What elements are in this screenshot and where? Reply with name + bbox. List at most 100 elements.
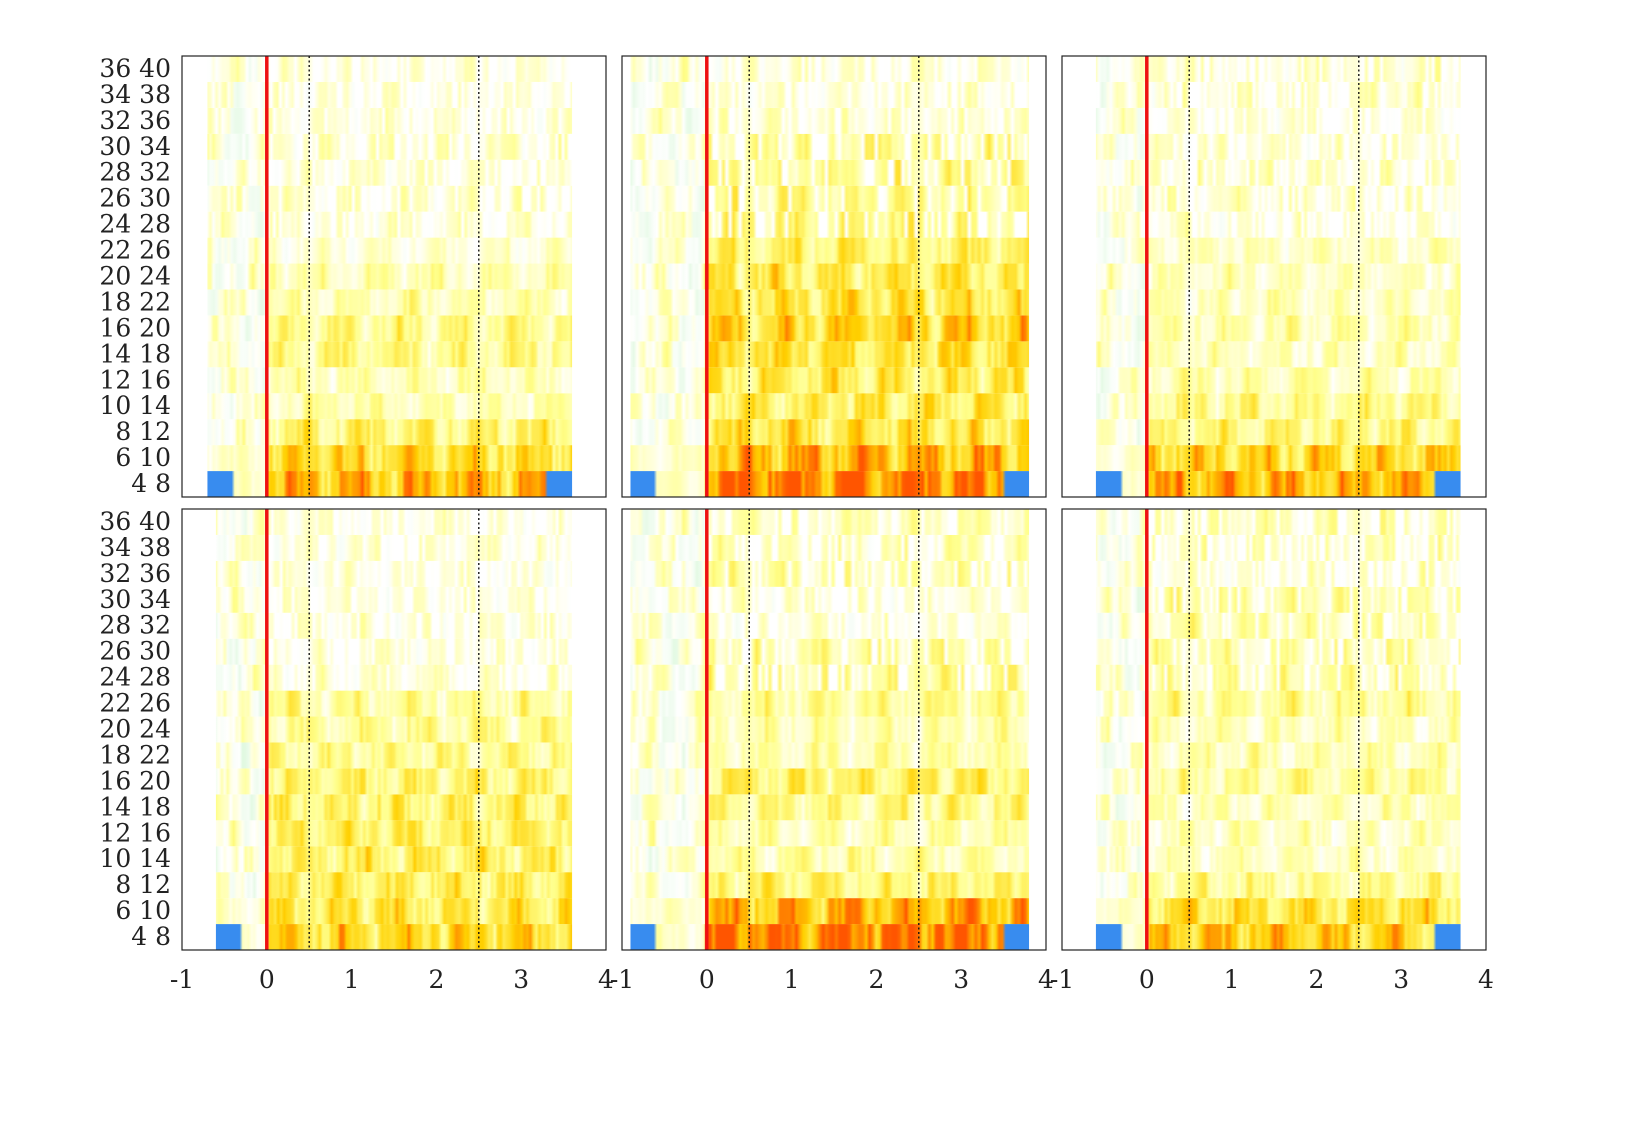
y-tick-label: 32 36 <box>99 559 171 588</box>
heatmap-band-8-12 <box>630 872 1030 899</box>
heatmap-band-8-12 <box>1095 419 1461 446</box>
heatmap-band-16-20 <box>1095 768 1461 795</box>
heatmap-band-30-34 <box>630 133 1030 160</box>
y-tick-label: 12 16 <box>99 818 171 847</box>
y-tick-label: 14 18 <box>99 339 171 368</box>
heatmap-band-28-32 <box>215 612 573 639</box>
heatmap-band-12-16 <box>215 820 573 847</box>
heatmap-band-16-20 <box>630 768 1030 795</box>
y-tick-label: 6 10 <box>115 896 171 925</box>
y-tick-label: 32 36 <box>99 106 171 135</box>
y-tick-label: 4 8 <box>131 469 171 498</box>
heatmap-band-36-40 <box>1095 56 1461 82</box>
heatmap-band-34-38 <box>215 534 573 561</box>
heatmap-band-6-10 <box>1095 898 1461 925</box>
heatmap-band-36-40 <box>207 56 573 82</box>
heatmap-band-10-14 <box>630 393 1030 420</box>
heatmap-band-36-40 <box>215 509 573 535</box>
heatmap-panel-2 <box>621 55 1047 498</box>
x-tick-label: 1 <box>344 965 360 994</box>
heatmap-band-6-10 <box>1095 445 1461 472</box>
heatmap-band-18-22 <box>207 289 573 316</box>
heatmap-band-6-10 <box>630 898 1030 925</box>
heatmap-band-26-30 <box>1095 638 1461 665</box>
x-tick-label: 4 <box>598 965 614 994</box>
heatmap-band-10-14 <box>630 846 1030 873</box>
y-tick-label: 18 22 <box>99 740 171 769</box>
x-tick-label: 2 <box>1308 965 1324 994</box>
heatmap-band-26-30 <box>207 185 573 212</box>
heatmap-band-24-28 <box>1095 664 1461 691</box>
x-tick-label: 2 <box>868 965 884 994</box>
y-tick-label: 36 40 <box>99 507 171 536</box>
x-tick-label: 2 <box>428 965 444 994</box>
heatmap-band-10-14 <box>1095 393 1461 420</box>
panel-frame <box>621 55 1047 498</box>
y-tick-label: 16 20 <box>99 766 171 795</box>
y-tick-label: 28 32 <box>99 611 171 640</box>
heatmap-band-14-18 <box>207 341 573 368</box>
heatmap-band-32-36 <box>630 107 1030 134</box>
heatmap-band-28-32 <box>630 612 1030 639</box>
heatmap-band-26-30 <box>1095 185 1461 212</box>
heatmap-band-26-30 <box>215 638 573 665</box>
x-tick-label: -1 <box>1050 965 1074 994</box>
x-tick-label: 0 <box>259 965 275 994</box>
heatmap-band-4-8 <box>1095 471 1461 497</box>
heatmap-band-34-38 <box>630 81 1030 108</box>
heatmap-band-16-20 <box>207 315 573 342</box>
y-tick-label: 24 28 <box>99 210 171 239</box>
heatmap-band-8-12 <box>215 872 573 899</box>
y-tick-label: 10 14 <box>99 391 171 420</box>
heatmap-band-22-26 <box>630 237 1030 264</box>
heatmap-band-14-18 <box>630 794 1030 821</box>
y-tick-label: 6 10 <box>115 443 171 472</box>
x-tick-label: 1 <box>784 965 800 994</box>
heatmap-band-22-26 <box>207 237 573 264</box>
heatmap-panel-3 <box>1061 55 1487 498</box>
heatmap-band-16-20 <box>630 315 1030 342</box>
heatmap-band-30-34 <box>207 133 573 160</box>
heatmap-band-22-26 <box>1095 690 1461 717</box>
heatmap-band-30-34 <box>215 586 573 613</box>
y-tick-label: 34 38 <box>99 533 171 562</box>
x-tick-label: 3 <box>953 965 969 994</box>
heatmap-band-14-18 <box>1095 794 1461 821</box>
x-tick-label: -1 <box>610 965 634 994</box>
heatmap-band-24-28 <box>630 211 1030 238</box>
y-tick-label: 8 12 <box>115 870 171 899</box>
heatmap-band-32-36 <box>1095 560 1461 587</box>
heatmap-band-12-16 <box>1095 367 1461 394</box>
y-tick-label: 26 30 <box>99 184 171 213</box>
heatmap-band-18-22 <box>1095 742 1461 769</box>
heatmap-band-6-10 <box>630 445 1030 472</box>
heatmap-band-24-28 <box>215 664 573 691</box>
x-tick-label: 3 <box>1393 965 1409 994</box>
heatmap-band-16-20 <box>1095 315 1461 342</box>
heatmap-band-36-40 <box>1095 509 1461 535</box>
heatmap-panel-6: -1 0 1 2 3 4 <box>1050 508 1494 994</box>
heatmap-band-20-24 <box>1095 263 1461 290</box>
y-tick-label: 18 22 <box>99 287 171 316</box>
heatmap-band-24-28 <box>1095 211 1461 238</box>
y-tick-label: 20 24 <box>99 262 171 291</box>
heatmap-band-34-38 <box>1095 81 1461 108</box>
y-tick-label: 26 30 <box>99 637 171 666</box>
y-tick-label: 12 16 <box>99 365 171 394</box>
heatmap-band-36-40 <box>630 56 1030 82</box>
heatmap-band-8-12 <box>207 419 573 446</box>
heatmap-band-10-14 <box>1095 846 1461 873</box>
heatmap-band-4-8 <box>207 471 573 497</box>
heatmap-band-16-20 <box>215 768 573 795</box>
heatmap-band-14-18 <box>215 794 573 821</box>
heatmap-band-36-40 <box>630 509 1030 535</box>
y-tick-label: 20 24 <box>99 715 171 744</box>
panel-frame <box>181 508 607 951</box>
heatmap-band-18-22 <box>630 289 1030 316</box>
panel-frame <box>1061 55 1487 498</box>
heatmap-band-32-36 <box>1095 107 1461 134</box>
heatmap-band-34-38 <box>207 81 573 108</box>
heatmap-band-18-22 <box>630 742 1030 769</box>
